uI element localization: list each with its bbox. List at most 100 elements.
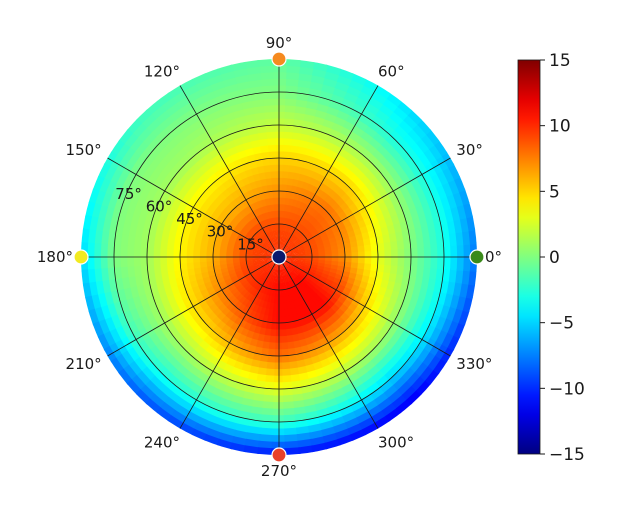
heat-cell — [264, 124, 276, 133]
heat-cell — [261, 293, 267, 302]
heat-cell — [220, 426, 237, 438]
heat-cell — [100, 256, 108, 271]
heat-cell — [263, 117, 276, 126]
heat-cell — [427, 223, 437, 237]
heat-cell — [361, 274, 371, 284]
heat-cell — [344, 416, 362, 430]
heat-cell — [281, 355, 291, 364]
heat-cell — [296, 291, 303, 300]
heat-cell — [291, 249, 299, 254]
heat-cell — [160, 97, 177, 112]
heat-cell — [286, 171, 295, 180]
heat-cell — [296, 244, 304, 249]
heat-cell — [321, 284, 330, 293]
heat-cell — [282, 362, 292, 370]
heat-cell — [250, 406, 264, 416]
heat-cell — [192, 101, 208, 115]
heat-cell — [250, 218, 257, 226]
heat-cell — [240, 243, 248, 249]
heat-cell — [322, 70, 340, 82]
heat-cell — [435, 328, 449, 345]
heat-cell — [290, 131, 302, 141]
heat-cell — [186, 243, 195, 252]
heat-cell — [456, 256, 465, 271]
heat-cell — [208, 421, 225, 434]
heat-cell — [297, 173, 307, 182]
heat-cell — [239, 263, 248, 269]
heat-cell — [291, 235, 298, 243]
heat-cell — [301, 218, 308, 226]
heat-cell — [304, 212, 313, 221]
heat-cell — [285, 251, 292, 255]
heat-cell — [344, 84, 362, 98]
heat-cell — [395, 272, 404, 284]
heat-cell — [268, 282, 273, 290]
heat-cell — [248, 202, 257, 212]
heat-cell — [216, 64, 234, 76]
heat-cell — [393, 299, 404, 312]
heat-cell — [259, 236, 266, 244]
angle-tick-label: 180° — [37, 248, 73, 266]
heat-cell — [140, 113, 157, 130]
heat-cell — [117, 128, 133, 146]
heat-cell — [382, 271, 391, 281]
heat-cell — [263, 394, 275, 403]
heat-cell — [216, 438, 234, 450]
heat-cell — [203, 434, 221, 447]
heat-cell — [103, 166, 117, 183]
heat-cell — [456, 243, 465, 258]
heat-cell — [285, 258, 293, 262]
heat-cell — [259, 249, 267, 254]
heat-cell — [199, 245, 208, 253]
radial-tick-label: 60° — [146, 198, 173, 216]
marker-layer — [73, 51, 485, 463]
heat-cell — [264, 211, 270, 220]
heat-cell — [115, 354, 131, 371]
heat-cell — [283, 246, 289, 253]
heat-cell — [283, 91, 298, 100]
heat-cell — [280, 243, 284, 251]
heat-cell — [267, 231, 272, 240]
heat-cell — [200, 234, 210, 243]
heat-cell — [113, 267, 123, 281]
heat-cell — [284, 65, 301, 74]
heat-cell — [238, 254, 247, 258]
heat-cell — [257, 239, 264, 246]
heat-cell — [115, 172, 128, 188]
heat-cell — [270, 230, 275, 239]
heat-cell — [267, 150, 277, 159]
heat-cell — [262, 264, 269, 271]
heat-cell — [462, 295, 474, 313]
heat-cell — [155, 91, 173, 107]
heat-cell — [97, 162, 111, 181]
heat-cell — [313, 272, 322, 280]
heat-cell — [291, 271, 298, 279]
heat-cell — [283, 261, 289, 268]
heat-cell — [252, 261, 260, 265]
heat-cell — [202, 97, 218, 110]
heat-cell — [119, 199, 131, 215]
heat-cell — [310, 277, 319, 285]
heat-cell — [453, 175, 466, 193]
heat-cell — [245, 293, 254, 302]
heat-cell — [287, 164, 296, 173]
heat-cell — [291, 178, 299, 187]
heat-cell — [219, 252, 227, 258]
angular-gridline — [278, 256, 379, 429]
heat-cell — [264, 308, 271, 317]
heat-cell — [324, 263, 332, 269]
heat-cell — [160, 231, 170, 242]
heat-cell — [272, 237, 276, 245]
heat-cell — [281, 342, 290, 350]
heat-cell — [265, 375, 276, 383]
heat-cell — [441, 166, 455, 183]
heat-cell — [202, 404, 218, 417]
angle-tick-label: 150° — [66, 141, 102, 159]
heat-cell — [244, 384, 257, 395]
heat-cell — [406, 315, 419, 330]
heat-cell — [260, 421, 275, 430]
heat-cell — [212, 252, 220, 258]
heat-cell — [135, 194, 147, 209]
heat-cell — [223, 385, 237, 396]
heat-cell — [140, 236, 149, 249]
